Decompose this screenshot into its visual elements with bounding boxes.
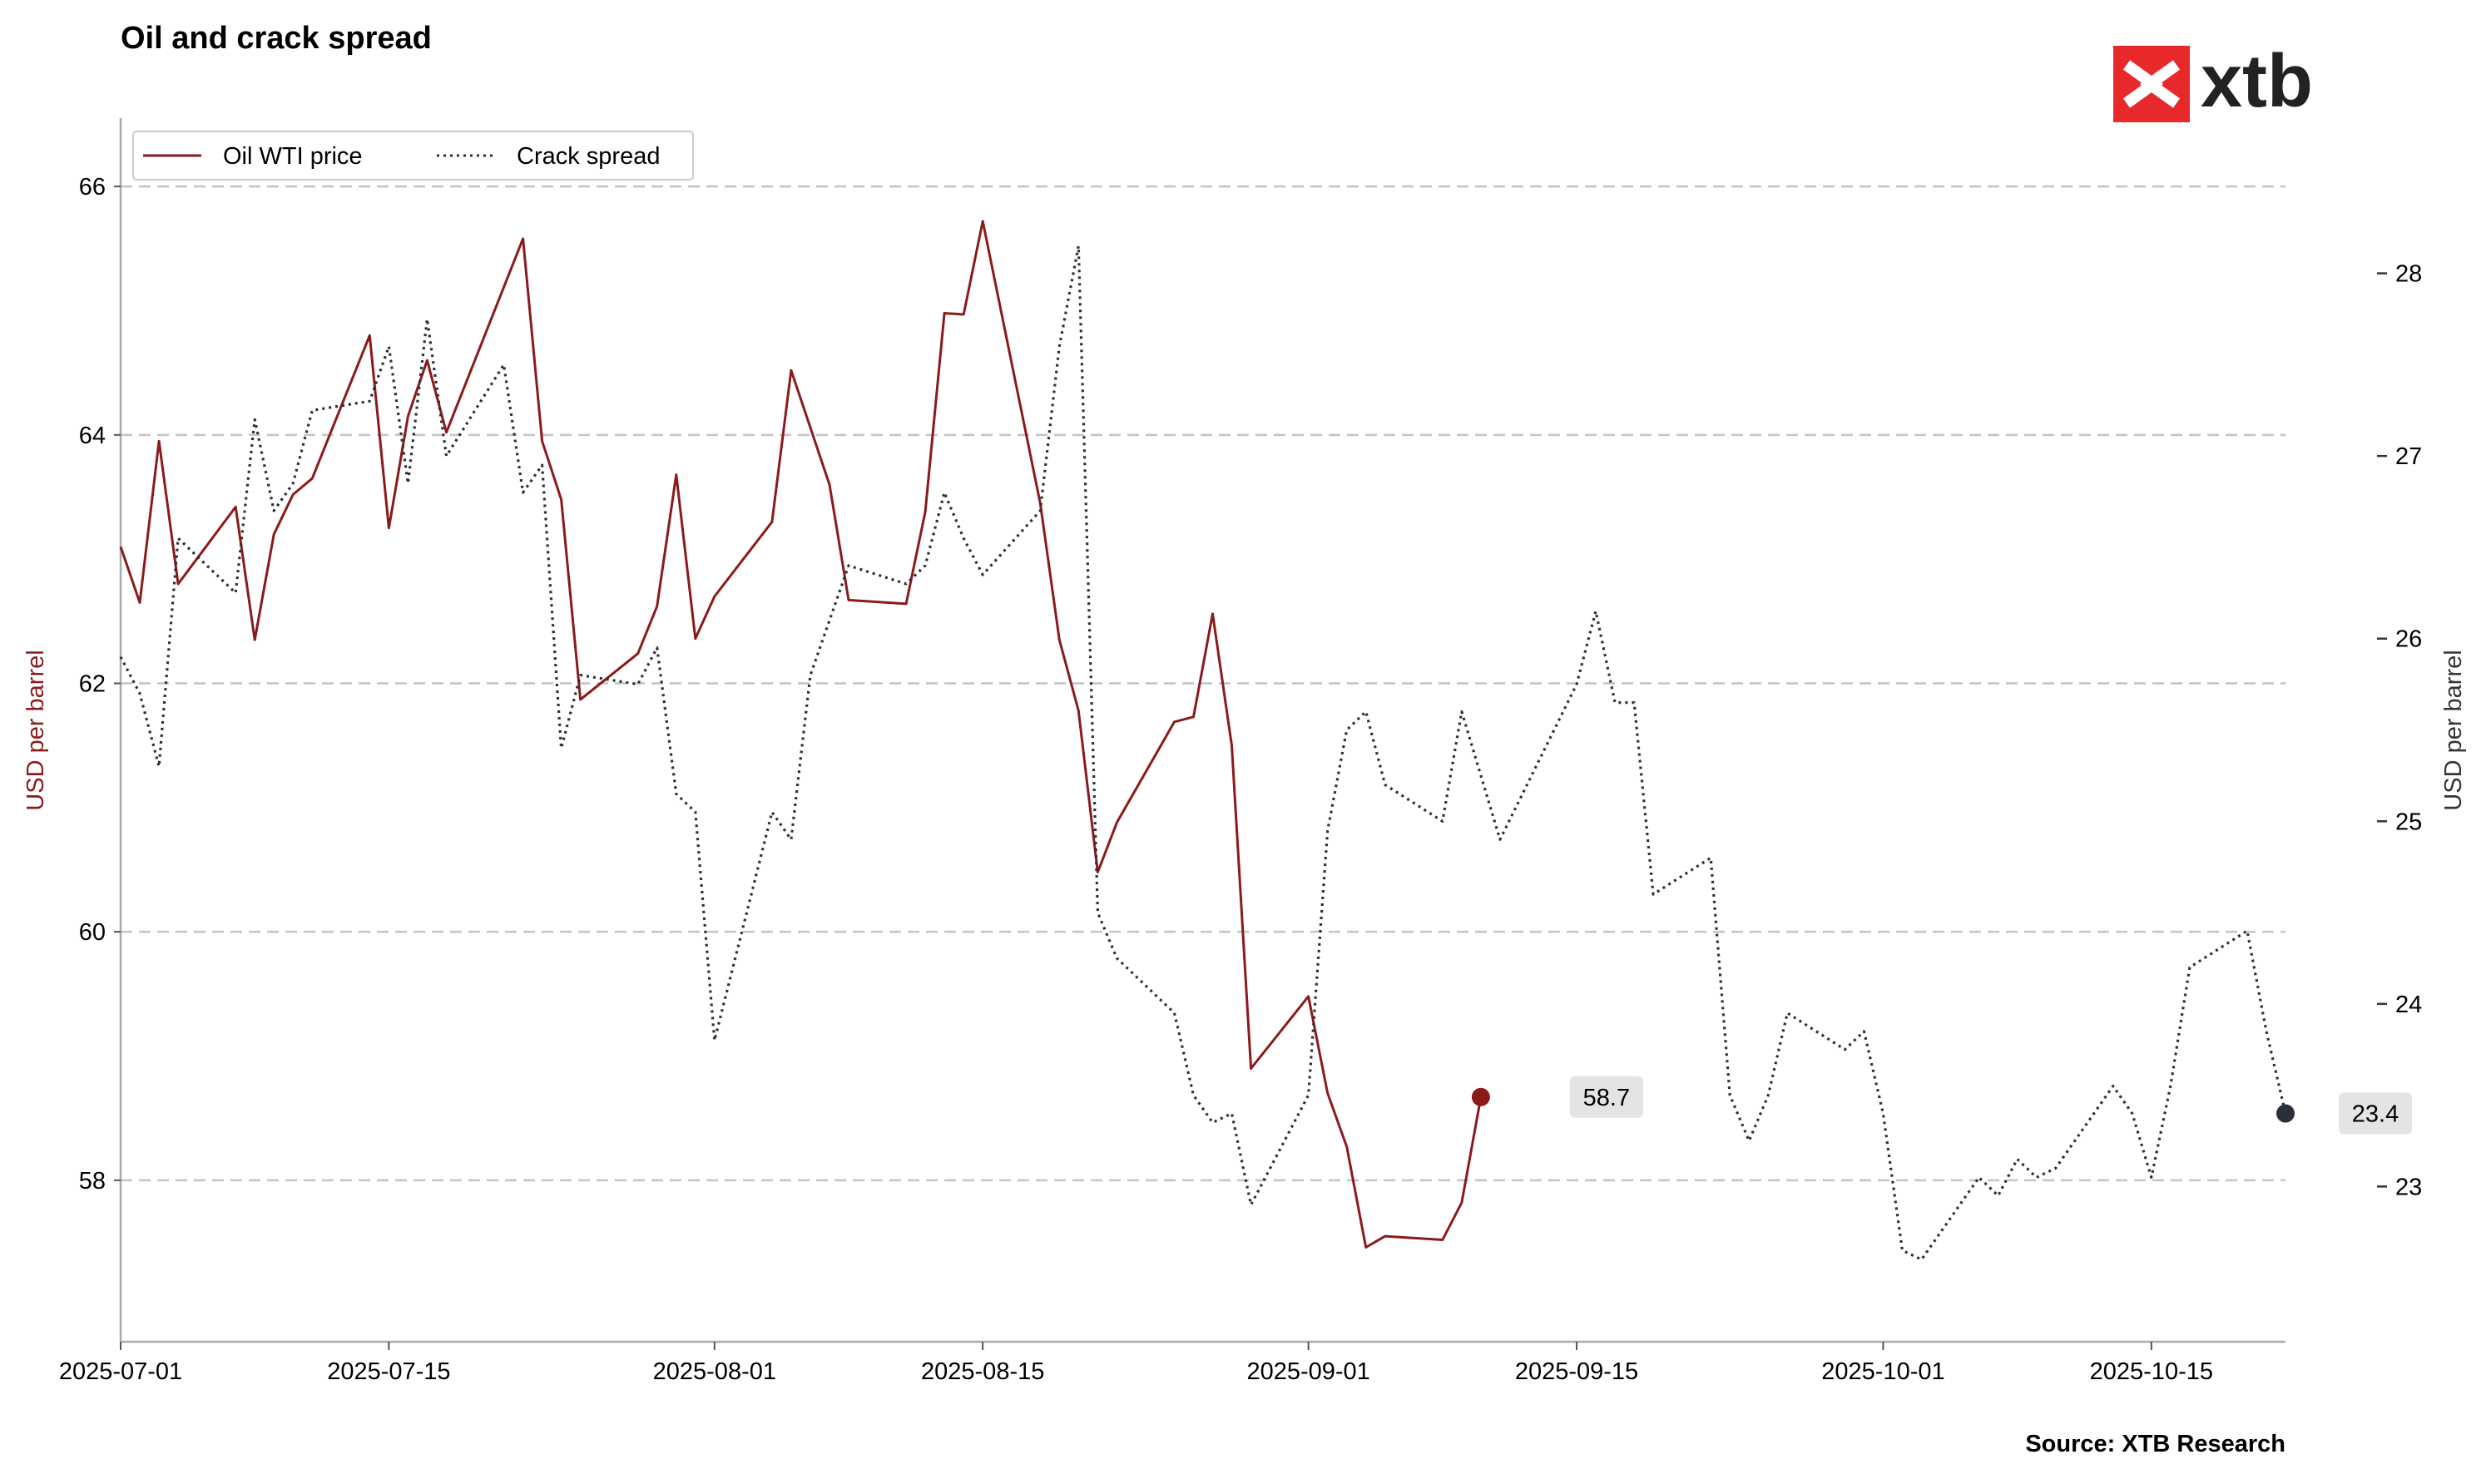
right-y-tick-label: 27: [2395, 443, 2422, 470]
logo-wordmark: xtb: [2201, 40, 2313, 123]
left-y-axis-label: USD per barrel: [22, 650, 49, 810]
series-end-point: [1471, 1087, 1490, 1106]
source-note: Source: XTB Research: [2025, 1431, 2285, 1457]
legend-label-crack: Crack spread: [517, 143, 660, 170]
right-y-tick-label: 28: [2395, 261, 2422, 288]
x-tick-label: 2025-10-15: [2090, 1358, 2213, 1385]
right-y-tick-label: 24: [2395, 992, 2422, 1018]
x-tick-label: 2025-08-15: [921, 1358, 1044, 1385]
x-tick-label: 2025-08-01: [653, 1358, 776, 1385]
end-value-label: 58.7: [1583, 1085, 1630, 1111]
logo-mark-icon: [2122, 60, 2181, 108]
series-layer: 58.7 23.4: [119, 220, 2412, 1261]
end-value-label-box: [1569, 1076, 1643, 1118]
left-y-tick-label: 64: [79, 423, 106, 449]
end-value-label-box: [2339, 1092, 2412, 1135]
right-y-tick-label: 23: [2395, 1174, 2422, 1200]
xtb-logo: xtb: [2113, 40, 2313, 123]
x-tick-label: 2025-09-01: [1246, 1358, 1369, 1385]
legend-box: [132, 131, 694, 181]
legend-label-oil: Oil WTI price: [223, 143, 363, 170]
x-tick-label: 2025-07-01: [59, 1358, 182, 1385]
legend: Oil WTI price Crack spread: [132, 131, 694, 181]
x-tick-label: 2025-10-01: [1821, 1358, 1944, 1385]
x-axis-ticks: 2025-07-01 2025-07-15 2025-08-01 2025-08-15…: [59, 1342, 2213, 1385]
left-y-tick-label: 62: [79, 670, 106, 697]
chart-title: Oil and crack spread: [121, 21, 432, 56]
right-y-axis-ticks: 23 24 25 26 27 28: [2377, 261, 2422, 1200]
gridlines: [121, 185, 2285, 1182]
right-y-tick-label: 25: [2395, 809, 2422, 835]
end-value-label: 23.4: [2352, 1101, 2399, 1128]
series-line-crack-spread: [119, 245, 2287, 1261]
right-y-axis-label: USD per barrel: [2440, 650, 2467, 810]
left-y-tick-label: 58: [79, 1168, 106, 1195]
left-y-tick-label: 60: [79, 919, 106, 946]
x-tick-label: 2025-07-15: [327, 1358, 450, 1385]
left-y-tick-label: 66: [79, 174, 106, 200]
series-end-point: [2276, 1104, 2295, 1123]
series-line-oil-wti: [119, 220, 1483, 1249]
x-tick-label: 2025-09-15: [1515, 1358, 1638, 1385]
right-y-tick-label: 26: [2395, 626, 2422, 653]
left-y-axis-ticks: 58 60 62 64 66: [79, 174, 121, 1195]
